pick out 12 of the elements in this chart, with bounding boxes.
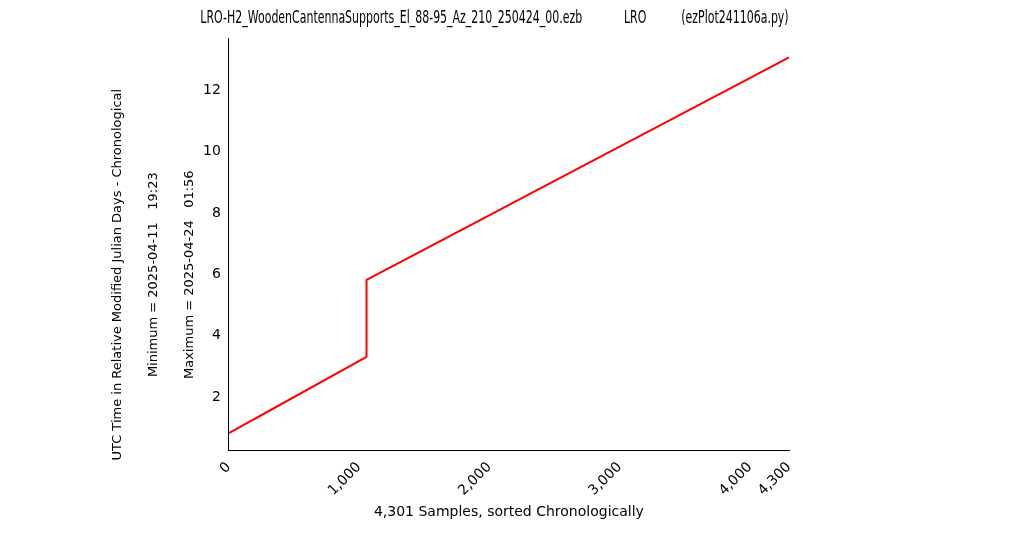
y-tick-label: 12 [202,81,221,98]
x-axis-title: 4,301 Samples, sorted Chronologically [373,503,644,520]
y-tick-label: 4 [211,326,221,343]
text: Minimum = 2025-04-11 19:23 [145,172,161,378]
y-tick-label: 2 [211,387,221,404]
text: Maximum = 2025-04-24 01:56 [181,170,197,379]
y-tick-label: 10 [202,142,221,159]
text: UTC Time in Relative Modified Julian Days - Chronological [109,88,125,461]
y-tick-label: 8 [211,203,221,220]
y-tick-label: 6 [211,265,221,282]
x-tick-label: 0 [215,458,234,476]
chart-title: LRO-H2_WoodenCantennaSupports_El_88-95_Az_210_250424_00.ezb LRO (ezPlot241106a.py) [200,7,789,27]
